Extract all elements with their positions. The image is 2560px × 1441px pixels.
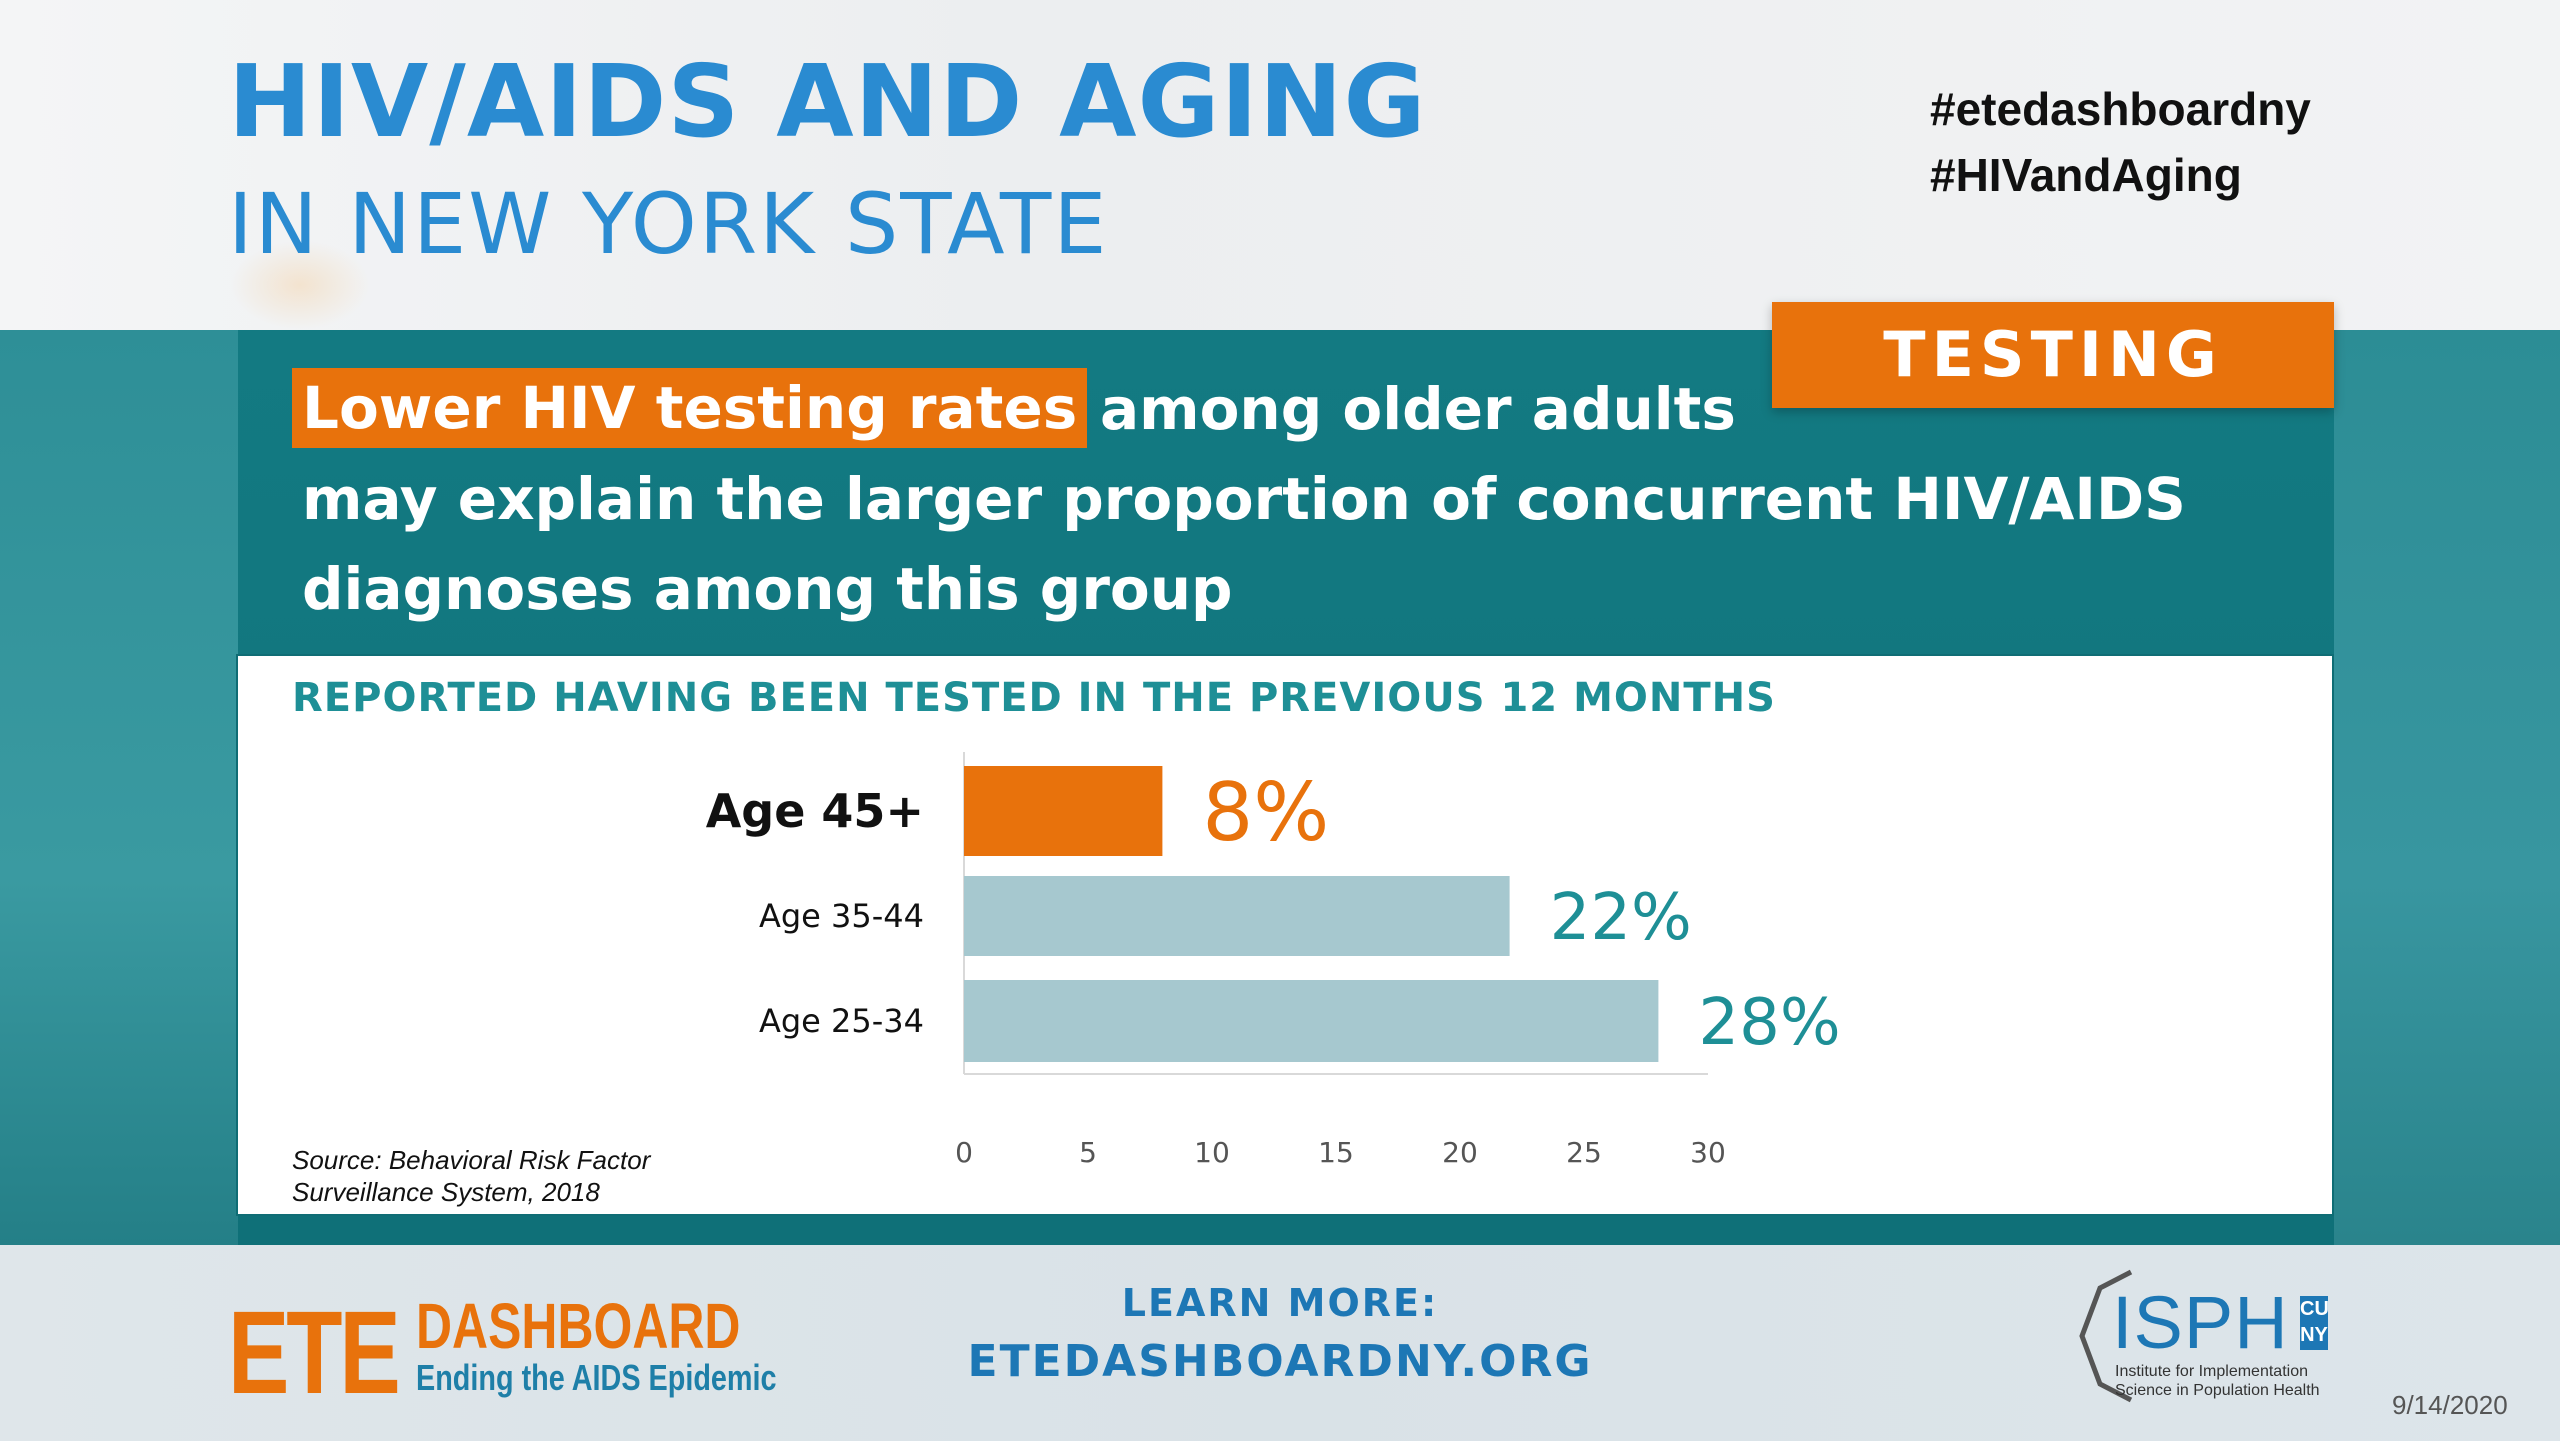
ete-logo-dashboard[interactable]: DASHBOARD bbox=[416, 1290, 741, 1362]
headline-highlight: Lower HIV testing rates bbox=[292, 368, 1088, 448]
category-label: Age 35-44 bbox=[759, 897, 924, 935]
headline-line1: among older adults bbox=[1100, 375, 1736, 443]
isph-logo[interactable]: ISPH bbox=[2112, 1281, 2289, 1364]
header-decoration bbox=[230, 240, 370, 330]
panel-left-texture bbox=[0, 330, 238, 1245]
x-tick-label: 0 bbox=[955, 1136, 973, 1169]
x-tick-label: 5 bbox=[1079, 1136, 1097, 1169]
x-tick-label: 10 bbox=[1194, 1136, 1230, 1169]
ete-logo-subtitle: Ending the AIDS Epidemic bbox=[416, 1357, 777, 1398]
hashtag-hivandaging: #HIVandAging bbox=[1930, 149, 2242, 201]
panel-right-texture bbox=[2334, 330, 2560, 1245]
isph-subtitle: Institute for Implementation Science in … bbox=[2115, 1363, 2320, 1399]
footer bbox=[0, 1245, 2560, 1441]
value-label: 22% bbox=[1550, 881, 1692, 955]
headline-line2: may explain the larger proportion of con… bbox=[302, 465, 2186, 533]
page-subtitle: IN NEW YORK STATE bbox=[228, 175, 1109, 273]
category-label: Age 25-34 bbox=[759, 1002, 924, 1040]
cuny-badge: CU NY bbox=[2300, 1296, 2329, 1350]
ete-logo-mark[interactable]: ETE bbox=[228, 1287, 401, 1419]
chart-source: Source: Behavioral Risk Factor Surveilla… bbox=[292, 1145, 651, 1207]
x-tick-label: 20 bbox=[1442, 1136, 1478, 1169]
headline-line3: diagnoses among this group bbox=[302, 555, 1233, 623]
bar bbox=[964, 980, 1659, 1062]
value-label: 8% bbox=[1202, 766, 1329, 859]
header-background bbox=[0, 0, 2560, 330]
value-label: 28% bbox=[1698, 986, 1840, 1060]
x-tick-label: 15 bbox=[1318, 1136, 1354, 1169]
chart-title: REPORTED HAVING BEEN TESTED IN THE PREVI… bbox=[292, 675, 1776, 721]
topic-tag: TESTING bbox=[1772, 302, 2334, 408]
x-tick-label: 25 bbox=[1566, 1136, 1602, 1169]
website-link[interactable]: ETEDASHBOARDNY.ORG bbox=[967, 1336, 1593, 1387]
chart-card: REPORTED HAVING BEEN TESTED IN THE PREVI… bbox=[236, 654, 2334, 1216]
date-stamp: 9/14/2020 bbox=[2392, 1390, 2508, 1420]
learn-more-label: LEARN MORE: bbox=[1121, 1281, 1439, 1325]
isph-hexagon-icon bbox=[2079, 1269, 2133, 1403]
bar bbox=[964, 766, 1163, 856]
x-tick-label: 30 bbox=[1690, 1136, 1726, 1169]
category-label: Age 45+ bbox=[706, 784, 924, 838]
bar-chart: 0 5 10 15 20 25 30 Age 45+ 8% Age 35-44 22% Age 25-… bbox=[706, 752, 1841, 1169]
page-title: HIV/AIDS AND AGING bbox=[228, 43, 1427, 160]
bar bbox=[964, 876, 1510, 956]
hashtag-etedashboardny: #etedashboardny bbox=[1930, 83, 2311, 135]
